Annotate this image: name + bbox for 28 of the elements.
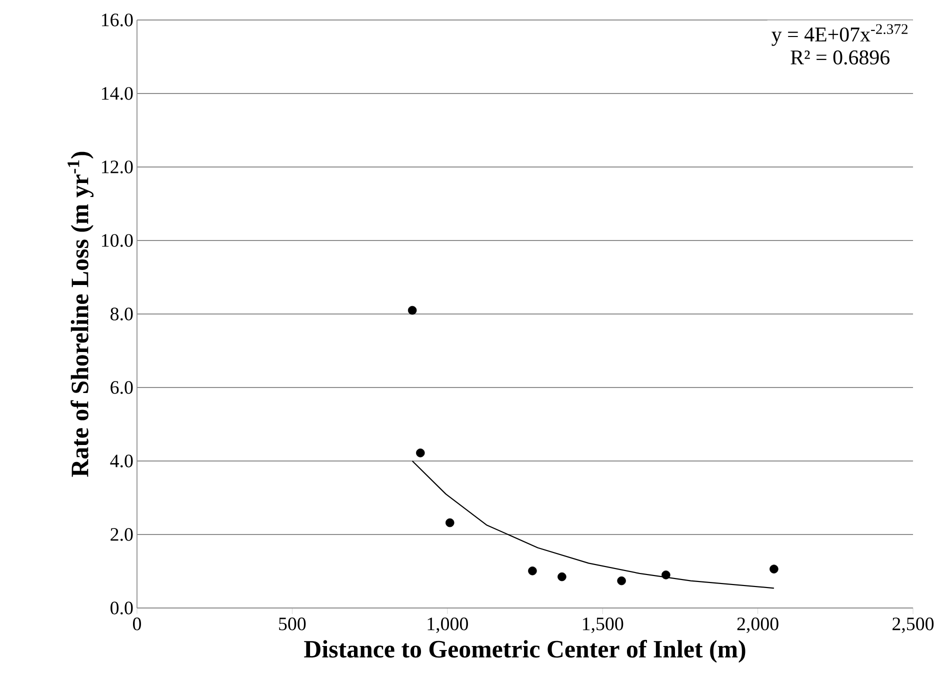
y-axis-title: Rate of Shoreline Loss (m yr$^{-1}$): [68, 152, 94, 477]
x-axis-title: Distance to Geometric Center of Inlet (m): [304, 640, 746, 663]
y-tick-label: 6.0: [110, 381, 133, 394]
y-tick-label: 12.0: [102, 160, 133, 174]
point: [558, 572, 566, 582]
x-tick-label: 0: [132, 618, 142, 630]
x-tick-label: 2,000: [737, 618, 778, 634]
y-tick-label: 2.0: [110, 528, 133, 541]
y-tick-label: 8.0: [110, 308, 133, 320]
point: [662, 570, 670, 580]
annotation: y = 4E+07x$^{-2.372}$: [772, 24, 908, 46]
point: [770, 564, 778, 574]
point: [408, 306, 417, 315]
y-tick-label: 4.0: [110, 454, 133, 468]
x-tick-label: 1,500: [582, 618, 624, 634]
point: [446, 518, 454, 528]
y-tick-label: 14.0: [102, 87, 133, 100]
y-tick-label: 10.0: [102, 234, 133, 247]
annotation: R² = 0.6896: [790, 50, 890, 65]
y-tick-label: 16.0: [102, 14, 133, 26]
x-tick-label: 2,500: [892, 618, 934, 634]
x-tick-label: 1,000: [428, 618, 468, 634]
point: [617, 576, 626, 586]
point: [528, 566, 537, 576]
x-tick-label: 500: [279, 618, 306, 630]
y-tick-label: 0.0: [110, 602, 133, 614]
line-series: [412, 460, 774, 589]
point: [416, 448, 425, 458]
